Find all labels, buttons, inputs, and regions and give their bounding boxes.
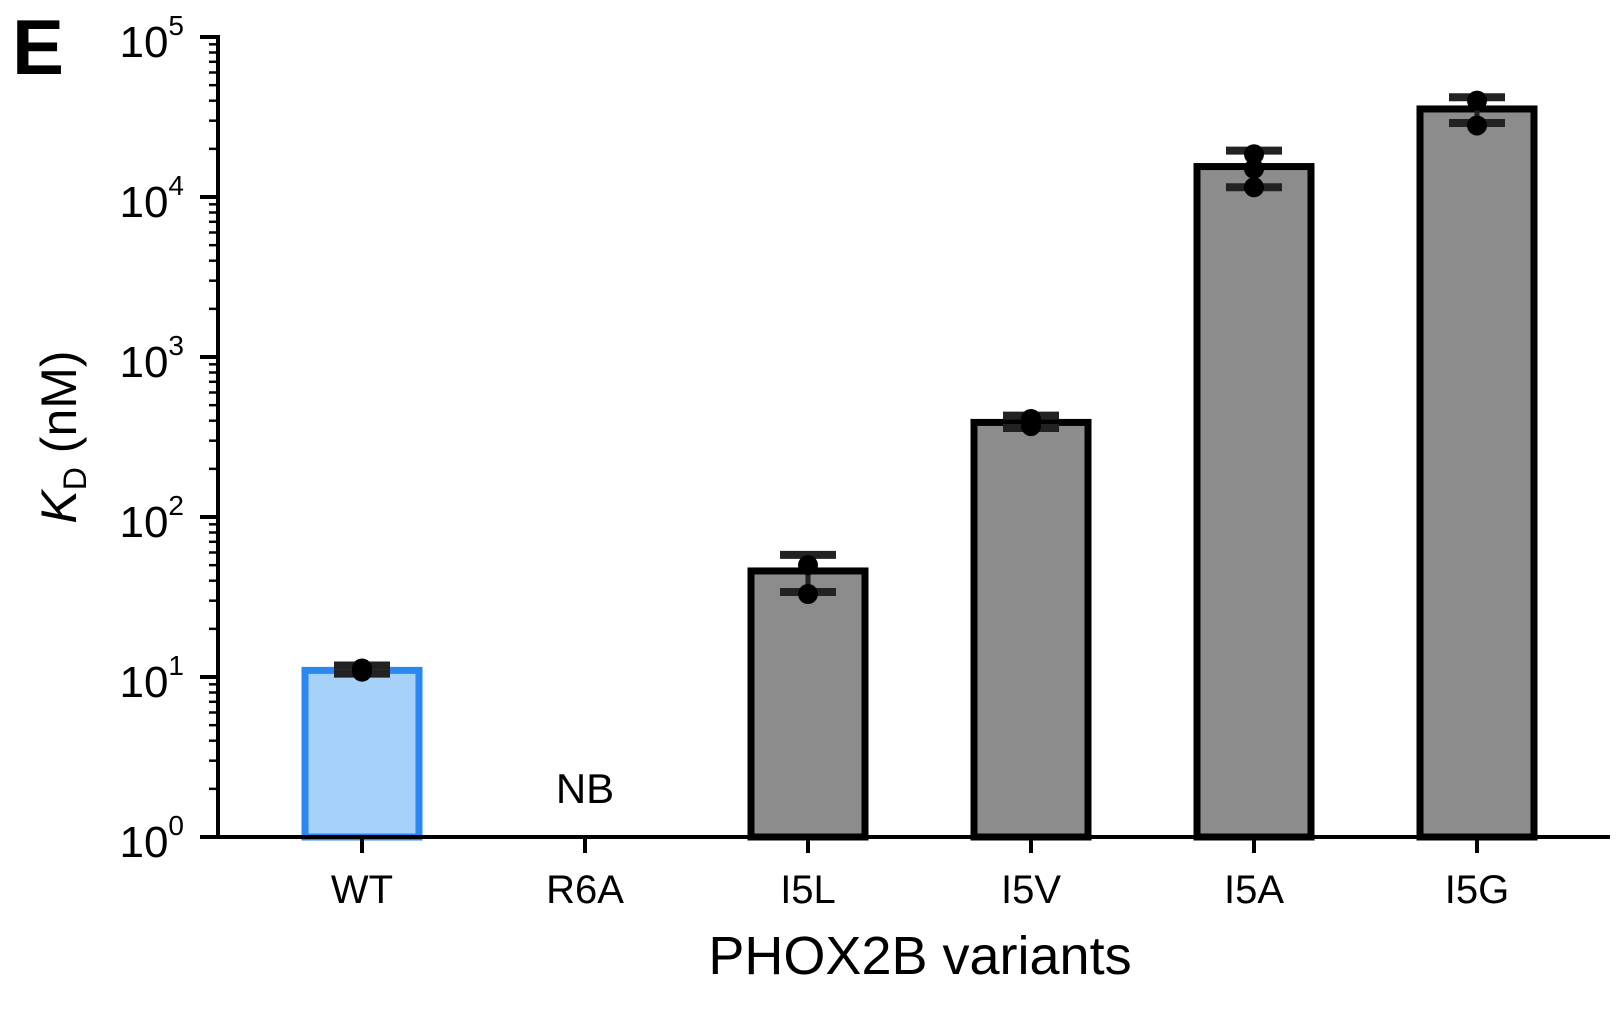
data-point — [1467, 90, 1487, 111]
x-tick-label: I5L — [780, 868, 836, 912]
x-tick-label: I5A — [1224, 868, 1284, 912]
data-point — [1244, 177, 1264, 198]
x-tick-label: R6A — [546, 868, 624, 912]
y-tick-label-exponent: 0 — [168, 810, 184, 841]
data-point — [1244, 158, 1264, 179]
bar — [1416, 105, 1538, 841]
y-tick-label-base: 10 — [119, 818, 168, 867]
no-binding-label: NB — [556, 765, 614, 812]
data-point — [352, 658, 372, 679]
bar-group-i5g — [1416, 90, 1538, 841]
bar-group-i5a — [1193, 144, 1315, 841]
y-tick-label-base: 10 — [119, 18, 168, 67]
data-point — [1244, 144, 1264, 165]
y-tick-label-base: 10 — [119, 498, 168, 547]
y-tick-label-exponent: 1 — [168, 650, 184, 681]
data-point — [1021, 408, 1041, 429]
y-tick-label-base: 10 — [119, 658, 168, 707]
y-tick-label: 105 — [119, 10, 184, 67]
bar-group-wt — [301, 658, 423, 841]
x-tick-label: I5V — [1001, 868, 1061, 912]
x-tick-label: WT — [331, 868, 393, 912]
y-tick-label: 100 — [119, 810, 184, 867]
y-tick-label-exponent: 3 — [168, 330, 184, 361]
data-point — [798, 584, 818, 605]
data-point — [1467, 115, 1487, 136]
bar-group-i5v — [970, 408, 1092, 841]
bar — [970, 418, 1092, 841]
y-tick-label: 104 — [119, 170, 184, 227]
y-tick-label-exponent: 2 — [168, 490, 184, 521]
y-tick-label-base: 10 — [119, 178, 168, 227]
y-tick-label: 101 — [119, 650, 184, 707]
bar — [747, 567, 869, 841]
y-tick-label-exponent: 5 — [168, 10, 184, 41]
y-tick-label-exponent: 4 — [168, 170, 184, 201]
bar — [301, 666, 423, 841]
y-tick-label: 103 — [119, 330, 184, 387]
bar-group-i5l — [747, 550, 869, 841]
y-tick-label-base: 10 — [119, 338, 168, 387]
bar-group-r6a: NB — [556, 765, 614, 812]
panel-letter: E — [12, 3, 65, 91]
x-axis-title: PHOX2B variants — [708, 926, 1132, 986]
bar — [1193, 163, 1315, 841]
data-point — [798, 555, 818, 576]
x-tick-label: I5G — [1445, 868, 1509, 912]
y-tick-label: 102 — [119, 490, 184, 547]
